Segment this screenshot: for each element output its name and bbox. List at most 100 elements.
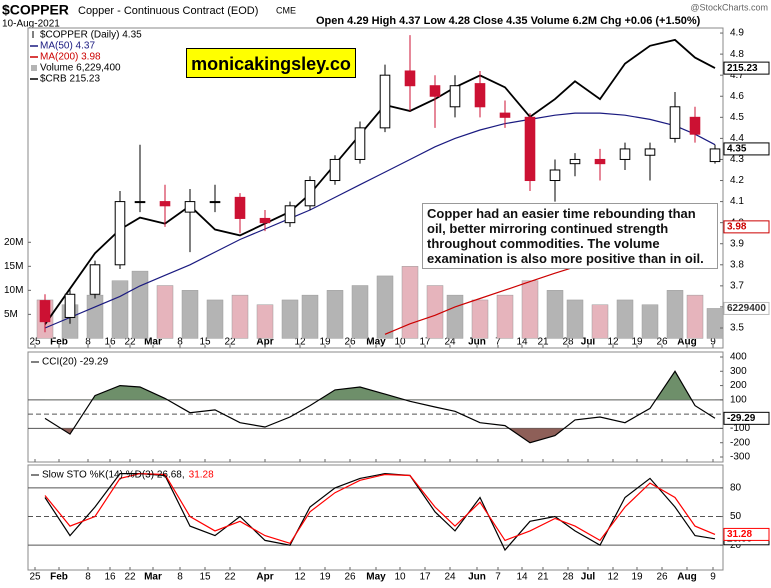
candle-body bbox=[259, 217, 271, 224]
x-tick-label: 16 bbox=[104, 572, 116, 583]
value-box bbox=[723, 411, 770, 425]
volume-bar bbox=[706, 308, 724, 339]
x-tick-label: Feb bbox=[50, 337, 68, 348]
y-tick-label: 300 bbox=[730, 366, 747, 377]
instrument-name: Copper - Continuous Contract (EOD) bbox=[78, 5, 258, 17]
y-tick-label: 3.5 bbox=[730, 323, 744, 334]
volume-bar bbox=[206, 299, 224, 339]
x-tick-label: 25 bbox=[29, 337, 41, 348]
candle-body bbox=[114, 201, 126, 266]
x-tick-label: 28 bbox=[562, 337, 574, 348]
x-tick-label: 21 bbox=[537, 337, 549, 348]
volume-tick-label: 15M bbox=[4, 261, 23, 272]
candle-body bbox=[234, 196, 246, 219]
legend-label: $COPPER (Daily) 4.35 bbox=[40, 30, 142, 41]
candle-body bbox=[329, 158, 341, 182]
volume-bar bbox=[401, 266, 419, 339]
x-tick-label: 12 bbox=[607, 337, 619, 348]
x-tick-label: Mar bbox=[144, 337, 162, 348]
value-box-label: 6229400 bbox=[727, 303, 766, 314]
y-tick-label: -200 bbox=[730, 437, 750, 448]
x-tick-label: 26 bbox=[344, 572, 356, 583]
date: 10-Aug-2021 bbox=[2, 19, 60, 30]
candle-body bbox=[209, 201, 221, 204]
legend-label: Slow STO %K(14) %D(3) 26.68, bbox=[42, 470, 185, 481]
y-tick-label: -300 bbox=[730, 452, 750, 463]
candle-body bbox=[184, 201, 196, 213]
symbol: $COPPER bbox=[2, 2, 69, 18]
x-tick-label: May bbox=[366, 572, 386, 583]
y-tick-label: 4.6 bbox=[730, 91, 744, 102]
indicator-fill bbox=[92, 371, 692, 400]
y-tick-label: 200 bbox=[730, 380, 747, 391]
volume-bar bbox=[641, 304, 659, 339]
value-box-label: 4.35 bbox=[727, 144, 747, 155]
legend-label: $CRB 215.23 bbox=[40, 74, 100, 85]
x-tick-label: 26 bbox=[656, 572, 668, 583]
x-tick-label: 9 bbox=[710, 572, 716, 583]
x-tick-label: 12 bbox=[607, 572, 619, 583]
volume-bar bbox=[351, 285, 369, 339]
y-tick-label: 4.5 bbox=[730, 112, 744, 123]
candle-body bbox=[474, 83, 486, 108]
volume-tick-label: 20M bbox=[4, 237, 23, 248]
candle-body bbox=[379, 74, 391, 129]
value-box-label: 3.98 bbox=[727, 222, 747, 233]
volume-bar bbox=[686, 294, 704, 339]
volume-bar bbox=[591, 304, 609, 339]
x-tick-label: 8 bbox=[85, 337, 91, 348]
candle-body bbox=[159, 201, 171, 207]
x-tick-label: 19 bbox=[631, 337, 643, 348]
candle-body bbox=[89, 264, 101, 295]
volume-bar bbox=[326, 290, 344, 339]
candle-body bbox=[429, 85, 441, 97]
candle-body bbox=[304, 180, 316, 207]
series-line bbox=[44, 112, 716, 329]
x-tick-label: 8 bbox=[177, 572, 183, 583]
panel-frame bbox=[27, 464, 724, 571]
volume-tick-label: 10M bbox=[4, 285, 23, 296]
volume-bar bbox=[376, 275, 394, 339]
legend-label: Volume 6,229,400 bbox=[40, 63, 121, 74]
y-tick-label: 4.9 bbox=[730, 28, 744, 39]
volume-bar bbox=[181, 290, 199, 339]
candle-body bbox=[594, 158, 606, 165]
x-tick-label: 16 bbox=[104, 337, 116, 348]
x-tick-label: 17 bbox=[419, 572, 431, 583]
quote: Open 4.29 High 4.37 Low 4.28 Close 4.35 … bbox=[316, 15, 701, 27]
value-box bbox=[723, 61, 770, 75]
value-box-label: 31.28 bbox=[727, 529, 752, 540]
x-tick-label: Mar bbox=[144, 572, 162, 583]
x-tick-label: 19 bbox=[319, 572, 331, 583]
brand-box: monicakingsley.co bbox=[186, 48, 356, 78]
volume-bar bbox=[301, 294, 319, 339]
x-tick-label: 25 bbox=[29, 572, 41, 583]
volume-bar bbox=[496, 294, 514, 339]
x-tick-label: 17 bbox=[419, 337, 431, 348]
x-tick-label: 22 bbox=[124, 572, 136, 583]
volume-bar bbox=[426, 285, 444, 339]
x-tick-label: 7 bbox=[495, 572, 501, 583]
y-tick-label: -100 bbox=[730, 423, 750, 434]
candle-body bbox=[549, 169, 561, 182]
x-tick-label: 24 bbox=[444, 572, 456, 583]
x-tick-label: May bbox=[366, 337, 386, 348]
x-tick-label: 19 bbox=[631, 572, 643, 583]
candle-body bbox=[689, 116, 701, 135]
x-tick-label: Jun bbox=[468, 572, 486, 583]
value-box bbox=[723, 142, 770, 156]
y-tick-label: 4.4 bbox=[730, 133, 744, 144]
candle-body bbox=[669, 106, 681, 139]
y-tick-label: 3.7 bbox=[730, 280, 744, 291]
value-box-label: -29.29 bbox=[727, 413, 756, 424]
candle-body bbox=[644, 148, 656, 156]
x-tick-label: 14 bbox=[516, 572, 528, 583]
indicator-line bbox=[44, 472, 716, 552]
y-tick-label: 3.8 bbox=[730, 259, 744, 270]
x-tick-label: 24 bbox=[444, 337, 456, 348]
x-tick-label: Aug bbox=[677, 572, 696, 583]
x-tick-label: 28 bbox=[562, 572, 574, 583]
x-tick-label: 22 bbox=[224, 572, 236, 583]
